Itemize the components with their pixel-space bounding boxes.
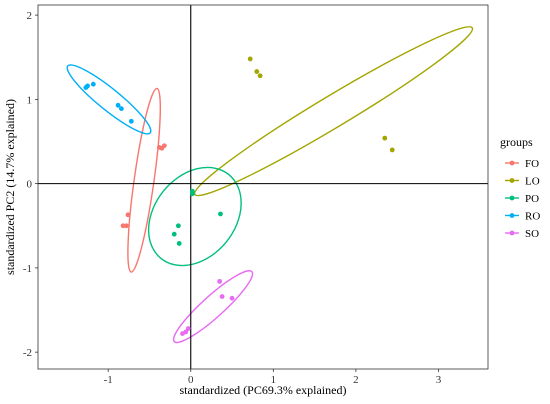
ellipse-so — [172, 270, 254, 344]
y-tick-label: -1 — [23, 263, 32, 275]
y-tick-label: 0 — [27, 179, 33, 191]
point-ro — [90, 81, 96, 87]
x-tick-label: 3 — [436, 374, 442, 386]
point-po — [190, 191, 195, 197]
point-so — [185, 326, 191, 331]
point-po — [218, 211, 223, 217]
x-axis-ticks: -1 0 1 2 3 — [104, 369, 442, 386]
y-axis-title: standardized PC2 (14.7% explained) — [3, 99, 17, 275]
point-fo — [123, 223, 129, 229]
point-so — [219, 294, 225, 299]
legend: groups FO LO PO RO SO — [500, 135, 540, 240]
ellipse-ro — [66, 64, 152, 135]
y-axis-ticks: -2 -1 0 1 2 — [23, 10, 38, 359]
point-lo — [247, 56, 253, 62]
point-lo — [257, 73, 263, 79]
x-tick-label: 1 — [271, 374, 277, 386]
point-fo — [125, 212, 131, 218]
legend-label-so: SO — [525, 228, 539, 240]
point-ro — [118, 106, 124, 112]
point-lo — [254, 69, 260, 74]
legend-key-dot-fo — [509, 160, 515, 166]
point-so — [217, 278, 223, 284]
point-ro — [128, 118, 134, 124]
ellipse-fo — [127, 87, 162, 273]
point-fo — [156, 144, 162, 150]
panel-border — [37, 4, 489, 370]
x-tick-label: -1 — [104, 374, 113, 386]
x-tick-label: 2 — [353, 374, 359, 386]
confidence-ellipses — [66, 26, 474, 344]
legend-label-ro: RO — [525, 211, 540, 223]
x-axis-title: standardized (PC69.3% explained) — [180, 383, 347, 397]
point-lo — [382, 135, 388, 141]
ellipse-po — [147, 166, 242, 267]
data-points — [83, 56, 395, 337]
legend-title: groups — [500, 135, 533, 149]
y-tick-label: 1 — [27, 94, 33, 106]
legend-label-lo: LO — [525, 176, 540, 188]
point-po — [176, 241, 182, 246]
x-tick-label: 0 — [188, 374, 194, 386]
legend-key-dot-po — [509, 195, 515, 201]
point-ro — [115, 102, 121, 108]
ellipse-lo — [193, 26, 474, 197]
point-so — [229, 295, 235, 301]
y-tick-label: -2 — [23, 347, 32, 359]
legend-key-dot-lo — [509, 178, 515, 183]
point-po — [175, 223, 181, 229]
point-so — [180, 331, 185, 337]
legend-key-dot-so — [509, 230, 515, 236]
legend-key-dot-ro — [509, 213, 515, 218]
point-po — [171, 231, 177, 237]
legend-label-po: PO — [525, 193, 539, 205]
reference-lines — [38, 5, 488, 369]
point-ro — [83, 85, 89, 90]
point-lo — [389, 147, 395, 153]
legend-label-fo: FO — [525, 158, 539, 170]
y-tick-label: 2 — [27, 10, 33, 22]
point-fo — [120, 223, 126, 229]
